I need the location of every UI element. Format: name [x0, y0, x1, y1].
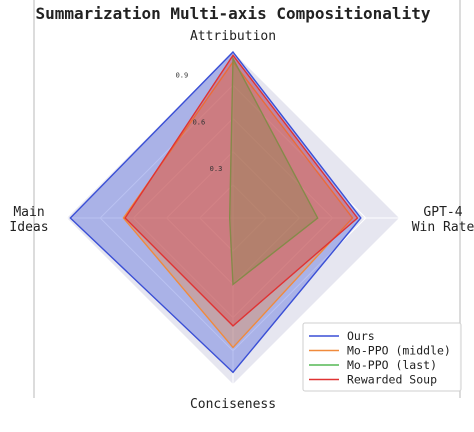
radial-tick-label: 0.3 — [210, 165, 223, 173]
legend-box — [302, 322, 462, 392]
axis-labels: Attribution GPT-4 Win Rate Conciseness Main I… — [9, 29, 474, 412]
radial-tick-label: 0.9 — [176, 72, 189, 80]
axis-label: Conciseness — [190, 397, 276, 412]
axis-label: GPT-4 Win Rate — [412, 205, 474, 235]
radial-tick-labels: 0.3 0.6 0.9 — [176, 72, 223, 174]
legend-label: Ours — [347, 329, 375, 343]
radar-series-group — [69, 50, 362, 374]
radial-tick-label: 0.6 — [193, 118, 206, 126]
legend-label: Mo-PPO (last) — [347, 358, 437, 372]
series-area-mo-ppo-last — [228, 55, 319, 286]
series-area-rewarded-soup — [124, 54, 359, 327]
axis-label: Main Ideas — [9, 205, 48, 235]
series-area-ours — [69, 50, 362, 374]
legend-label: Rewarded Soup — [347, 373, 437, 387]
axis-label: Attribution — [190, 29, 276, 44]
legend-label: Mo-PPO (middle) — [347, 344, 451, 358]
chart-title: Summarization Multi-axis Compositionalit… — [36, 4, 431, 23]
